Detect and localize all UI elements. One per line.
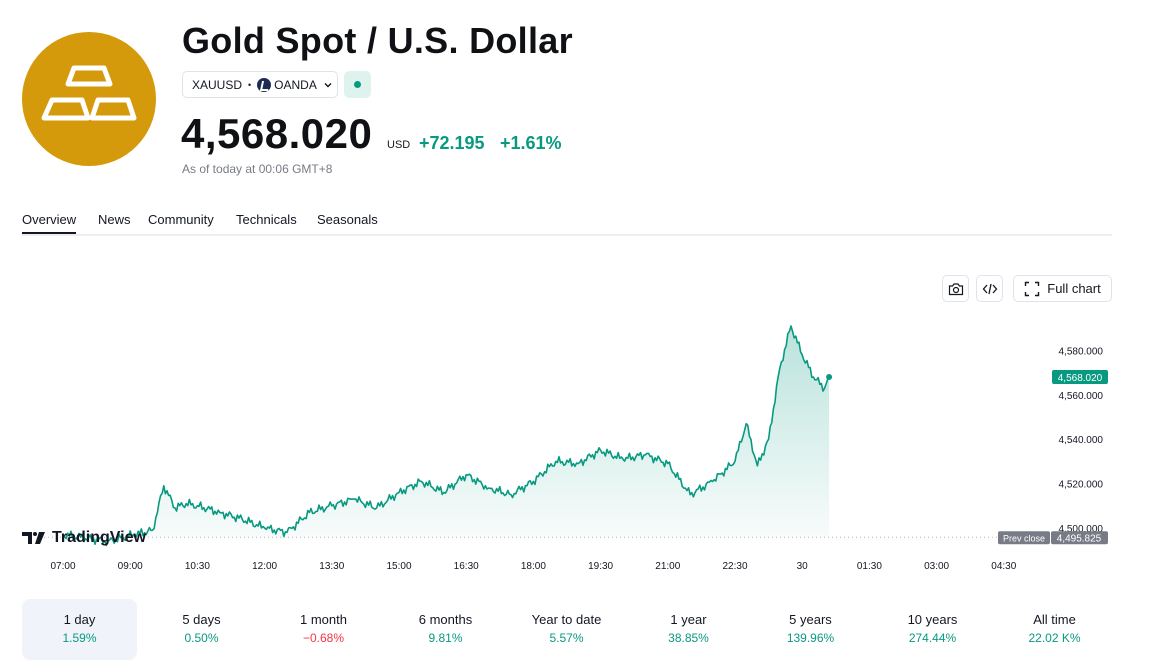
period-label: 1 year [670, 612, 707, 627]
market-open-dot-icon [354, 81, 361, 88]
oanda-icon [257, 77, 272, 92]
x-tick-label: 07:00 [50, 561, 75, 572]
period-1-day[interactable]: 1 day 1.59% [22, 599, 137, 660]
exchange-label: OANDA [274, 77, 317, 92]
x-tick-label: 22:30 [722, 561, 747, 572]
last-price-badge-label: 4,568.020 [1058, 373, 1103, 384]
price-change-percent: +1.61% [500, 133, 562, 153]
period-value: 139.96% [786, 631, 835, 645]
tab-bar: Overview News Community Technicals Seaso… [22, 212, 1112, 236]
x-tick-label: 12:00 [252, 561, 277, 572]
period-value: −0.68% [302, 631, 345, 645]
as-of-timestamp: As of today at 00:06 GMT+8 [182, 162, 333, 176]
period-all-time[interactable]: All time 22.02 K% [997, 599, 1112, 660]
x-tick-label: 09:00 [118, 561, 143, 572]
separator-dot: • [248, 79, 252, 90]
full-chart-button[interactable]: Full chart [1013, 275, 1112, 302]
snapshot-button[interactable] [942, 275, 969, 302]
period-1-month[interactable]: 1 month −0.68% [266, 599, 381, 660]
current-price: 4,568.020 [181, 110, 373, 157]
page-title: Gold Spot / U.S. Dollar [182, 20, 573, 61]
prev-close-label: Prev close [1003, 533, 1045, 543]
y-tick-label: 4,580.000 [1059, 346, 1104, 357]
period-label: 10 years [907, 612, 958, 627]
price-series-line [62, 325, 830, 547]
tab-community[interactable]: Community [148, 212, 214, 227]
period-5-days[interactable]: 5 days 0.50% [144, 599, 259, 660]
price-chart[interactable]: 4,500.000 4,520.000 4,540.000 4,560.000 4,58… [0, 300, 1166, 590]
x-tick-label: 21:00 [655, 561, 680, 572]
period-label: 5 days [182, 612, 221, 627]
period-label: All time [1033, 612, 1076, 627]
symbol-exchange-dropdown[interactable]: XAUUSD • OANDA [182, 71, 338, 98]
gold-logo [22, 32, 156, 166]
x-tick-label: 10:30 [185, 561, 210, 572]
x-tick-label: 16:30 [454, 561, 479, 572]
full-chart-label: Full chart [1047, 281, 1101, 296]
expand-icon [1025, 281, 1040, 296]
period-label: 1 day [63, 612, 96, 627]
tab-seasonals[interactable]: Seasonals [317, 212, 378, 227]
period-10-years[interactable]: 10 years 274.44% [875, 599, 990, 660]
period-value: 0.50% [184, 631, 219, 645]
x-tick-label: 13:30 [319, 561, 344, 572]
currency-label: USD [387, 139, 411, 151]
period-value: 5.57% [549, 631, 584, 645]
x-tick-label: 04:30 [991, 561, 1016, 572]
prev-close-value-label: 4,495.825 [1057, 533, 1102, 544]
y-tick-label: 4,540.000 [1059, 435, 1104, 446]
price-area-fill [63, 326, 830, 546]
period-label: 6 months [418, 612, 473, 627]
x-tick-label: 01:30 [857, 561, 882, 572]
chevron-down-icon [324, 82, 332, 87]
period-1-year[interactable]: 1 year 38.85% [631, 599, 746, 660]
period-value: 274.44% [908, 631, 957, 645]
x-tick-label: 03:00 [924, 561, 949, 572]
tradingview-icon [22, 532, 45, 544]
symbol-label: XAUUSD [192, 77, 243, 92]
tradingview-label: TradingView [52, 529, 146, 546]
y-tick-label: 4,500.000 [1059, 524, 1104, 535]
last-price-dot [826, 374, 833, 381]
period-value: 22.02 K% [1028, 631, 1081, 645]
prev-close-badge [998, 531, 1050, 545]
tab-technicals[interactable]: Technicals [236, 212, 297, 227]
last-price-badge [1052, 369, 1108, 384]
y-tick-label: 4,520.000 [1059, 480, 1104, 491]
x-tick-label: 15:00 [386, 561, 411, 572]
period-label: 5 years [789, 612, 832, 627]
tradingview-logo: TradingView [22, 529, 146, 547]
x-tick-label: 30 [797, 561, 809, 572]
embed-code-button[interactable] [976, 275, 1003, 302]
tab-news[interactable]: News [98, 212, 131, 227]
period-value: 1.59% [62, 631, 97, 645]
y-tick-label: 4,560.000 [1059, 391, 1104, 402]
period-value: 9.81% [428, 631, 463, 645]
prev-close-value-badge [1051, 531, 1108, 545]
period-label: Year to date [531, 612, 602, 627]
period-6-months[interactable]: 6 months 9.81% [388, 599, 503, 660]
period-label: 1 month [300, 612, 347, 627]
market-status-indicator[interactable] [344, 71, 371, 98]
camera-icon [948, 282, 963, 295]
x-tick-label: 18:00 [521, 561, 546, 572]
period-5-years[interactable]: 5 years 139.96% [753, 599, 868, 660]
period-year-to-date[interactable]: Year to date 5.57% [509, 599, 624, 660]
x-tick-label: 19:30 [588, 561, 613, 572]
tab-overview[interactable]: Overview [22, 212, 77, 234]
period-performance-bar: 1 day 1.59% 5 days 0.50% 1 month −0.68% … [22, 599, 1112, 660]
period-value: 38.85% [668, 631, 709, 645]
price-change: +72.195 [419, 133, 485, 153]
gold-bars-icon [41, 65, 137, 121]
code-icon [982, 283, 997, 294]
